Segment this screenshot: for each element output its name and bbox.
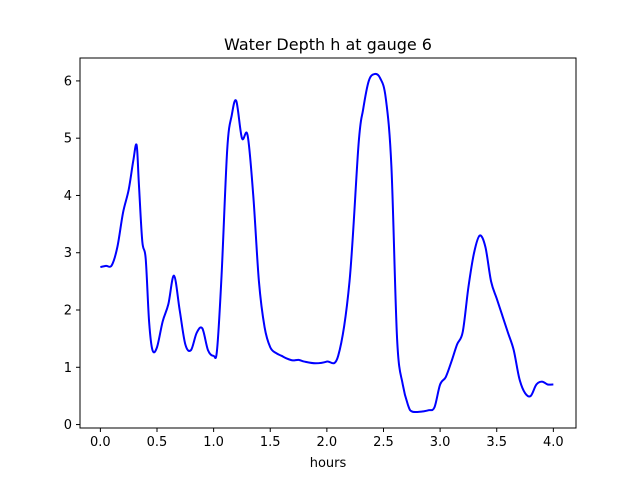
- x-tick-label: 2.0: [317, 435, 338, 450]
- y-tick-label: 6: [64, 74, 72, 89]
- x-tick-label: 2.5: [373, 435, 394, 450]
- y-tick-label: 5: [64, 132, 72, 147]
- x-tick-label: 3.0: [430, 435, 451, 450]
- x-tick-label: 0.5: [147, 435, 168, 450]
- plot-area: [79, 57, 577, 429]
- y-tick-label: 1: [64, 361, 72, 376]
- y-tick-label: 3: [64, 246, 72, 261]
- x-axis: 0.0 0.5 1.0 1.5 2.0 2.5 3.0 3.5 4.0: [90, 428, 564, 450]
- x-tick-label: 0.0: [90, 435, 111, 450]
- x-axis-label: hours: [310, 456, 347, 471]
- x-tick-label: 3.5: [486, 435, 507, 450]
- x-tick-label: 4.0: [543, 435, 564, 450]
- y-axis: 0 1 2 3 4 5 6: [64, 74, 80, 433]
- y-tick-label: 2: [64, 304, 72, 319]
- series-line: [100, 72, 554, 414]
- y-tick-label: 4: [64, 189, 72, 204]
- x-tick-label: 1.5: [260, 435, 281, 450]
- plot-frame: [79, 57, 577, 429]
- x-tick-label: 1.0: [203, 435, 224, 450]
- plot-background: [80, 58, 576, 428]
- series-layer: [100, 72, 554, 414]
- y-tick-label: 0: [64, 418, 72, 433]
- chart-title: Water Depth h at gauge 6: [224, 35, 432, 54]
